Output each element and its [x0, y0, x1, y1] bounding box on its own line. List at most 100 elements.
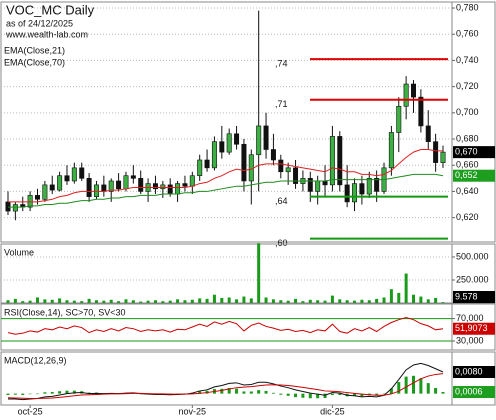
volume-bar	[271, 299, 275, 303]
volume-bar	[65, 300, 69, 303]
candle-body	[27, 195, 33, 208]
panel-title: MACD(12,26,9)	[4, 355, 67, 365]
last-value-box	[453, 146, 495, 159]
histogram-bar	[294, 393, 298, 398]
volume-bar	[6, 300, 10, 303]
ema-line	[8, 173, 444, 208]
candle-body	[226, 133, 232, 153]
candle-body	[79, 167, 85, 179]
volume-bar	[21, 301, 25, 303]
histogram-bar	[87, 392, 91, 394]
volume-bar	[330, 295, 334, 303]
last-value-box	[453, 322, 495, 335]
source-label: www.wealth-lab.com	[5, 29, 88, 39]
histogram-bar	[412, 375, 416, 394]
candle-body	[329, 136, 335, 186]
volume-bar	[404, 273, 408, 303]
candle-body	[49, 184, 55, 191]
histogram-bar	[419, 378, 423, 394]
volume-bar	[80, 301, 84, 303]
legend-entry: EMA(Close,21)	[4, 45, 65, 55]
histogram-bar	[382, 393, 386, 395]
volume-bar	[338, 299, 342, 303]
macd-line	[8, 362, 444, 401]
volume-bar	[249, 298, 253, 303]
histogram-bar	[242, 391, 246, 394]
volume-bar	[434, 297, 438, 303]
chart-title: VOC_MC Daily	[6, 2, 95, 17]
volume-bar	[153, 300, 157, 303]
candle-body	[152, 183, 158, 190]
volume-bar	[146, 300, 150, 303]
volume-bar	[212, 294, 216, 303]
axis-frame	[451, 351, 496, 406]
last-value-label: 0,0080	[455, 366, 483, 376]
volume-bar	[397, 292, 401, 303]
candle-body	[130, 175, 136, 179]
volume-bar	[308, 299, 312, 303]
candle-body	[293, 167, 299, 184]
histogram-bar	[397, 382, 401, 394]
histogram-bar	[308, 393, 312, 399]
last-value-box	[453, 366, 495, 379]
histogram-bar	[434, 387, 438, 394]
candle-body	[57, 175, 63, 191]
volume-bar	[190, 299, 194, 303]
panel-title: Volume	[4, 247, 34, 257]
volume-bar	[367, 300, 371, 303]
volume-bar	[294, 298, 298, 303]
candle-body	[388, 132, 394, 169]
histogram-bar	[286, 393, 290, 396]
volume-bar	[360, 299, 364, 303]
volume-bar	[242, 296, 246, 303]
last-value-box	[453, 386, 495, 399]
candle-body	[263, 125, 269, 150]
candle-body	[359, 183, 365, 195]
volume-bar	[426, 299, 430, 303]
volume-bar	[345, 300, 349, 303]
histogram-bar	[330, 393, 334, 395]
candle-body	[322, 180, 328, 186]
volume-bar	[183, 300, 187, 303]
y-tick-label: 0,680	[456, 133, 479, 143]
candle-body	[138, 178, 144, 192]
histogram-bar	[249, 391, 253, 394]
candle-body	[234, 133, 240, 145]
volume-bar	[161, 301, 165, 303]
candle-body	[270, 149, 276, 161]
candle-body	[123, 175, 129, 190]
last-value-label: 51,9073	[455, 323, 488, 333]
candle-body	[108, 180, 114, 192]
candle-body	[86, 178, 92, 197]
candle-body	[396, 105, 402, 133]
candle-body	[425, 125, 431, 142]
x-tick-label: nov-25	[179, 406, 207, 416]
histogram-bar	[257, 390, 261, 394]
candle-body	[352, 183, 358, 203]
candle-body	[116, 180, 122, 190]
volume-bar	[102, 300, 106, 303]
volume-bar	[35, 297, 39, 303]
volume-bar	[109, 299, 113, 303]
histogram-bar	[43, 392, 47, 394]
candle-body	[197, 159, 203, 177]
last-value-label: 0,0006	[455, 386, 483, 396]
histogram-bar	[220, 388, 224, 394]
volume-bar	[323, 300, 327, 303]
histogram-bar	[426, 383, 430, 394]
candle-body	[219, 141, 225, 153]
candle-body	[418, 96, 424, 127]
volume-bar	[257, 243, 261, 303]
level-label: ,60	[275, 238, 288, 248]
candle-body	[337, 136, 343, 186]
last-value-label: 9.578	[455, 291, 478, 301]
candle-body	[411, 83, 417, 98]
y-tick-label: 0,640	[456, 186, 479, 196]
volume-bar	[117, 301, 121, 303]
histogram-bar	[264, 390, 268, 394]
volume-bar	[441, 302, 445, 303]
candle-body	[34, 195, 40, 200]
y-tick-label: 0,740	[456, 55, 479, 65]
